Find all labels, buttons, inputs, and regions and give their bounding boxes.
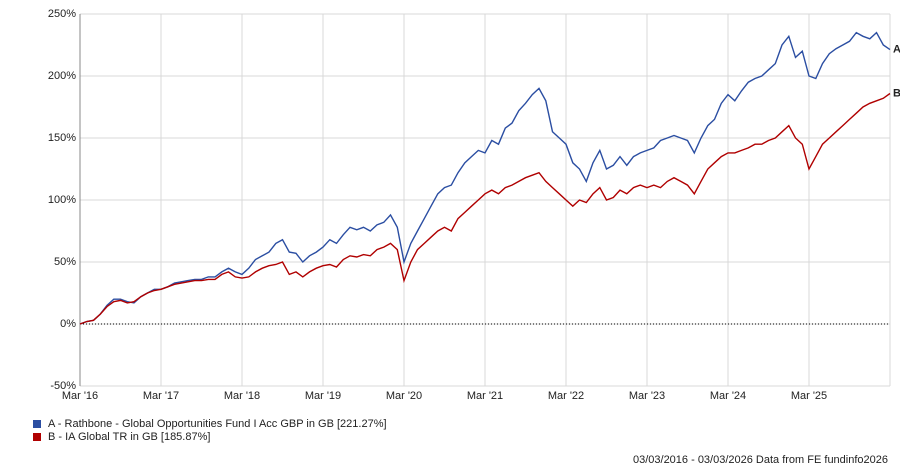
x-tick-label: Mar '18 (224, 390, 260, 402)
x-tick-label: Mar '22 (548, 390, 584, 402)
x-tick-label: Mar '25 (791, 390, 827, 402)
line-series (79, 31, 891, 325)
x-tick-label: Mar '21 (467, 390, 503, 402)
legend-swatch (33, 433, 41, 441)
end-label: B (893, 87, 900, 99)
x-tick-label: Mar '20 (386, 390, 422, 402)
y-tick-label: 200% (48, 70, 76, 82)
y-tick-label: 250% (48, 8, 76, 20)
y-tick-label: 100% (48, 194, 76, 206)
y-tick-label: -50% (50, 380, 76, 392)
x-tick-label: Mar '24 (710, 390, 746, 402)
y-tick-label: 0% (60, 318, 76, 330)
legend-label: A - Rathbone - Global Opportunities Fund… (48, 418, 387, 430)
x-tick-label: Mar '23 (629, 390, 665, 402)
y-tick-label: 150% (48, 132, 76, 144)
x-tick-label: Mar '19 (305, 390, 341, 402)
legend-label: B - IA Global TR in GB [185.87%] (48, 431, 210, 443)
x-tick-label: Mar '17 (143, 390, 179, 402)
line-series (79, 92, 891, 325)
end-label: A (893, 44, 900, 56)
x-tick-label: Mar '16 (62, 390, 98, 402)
y-tick-label: 50% (54, 256, 76, 268)
legend-swatch (33, 420, 41, 428)
source: 03/03/2016 - 03/03/2026 Data from FE fun… (633, 454, 888, 466)
